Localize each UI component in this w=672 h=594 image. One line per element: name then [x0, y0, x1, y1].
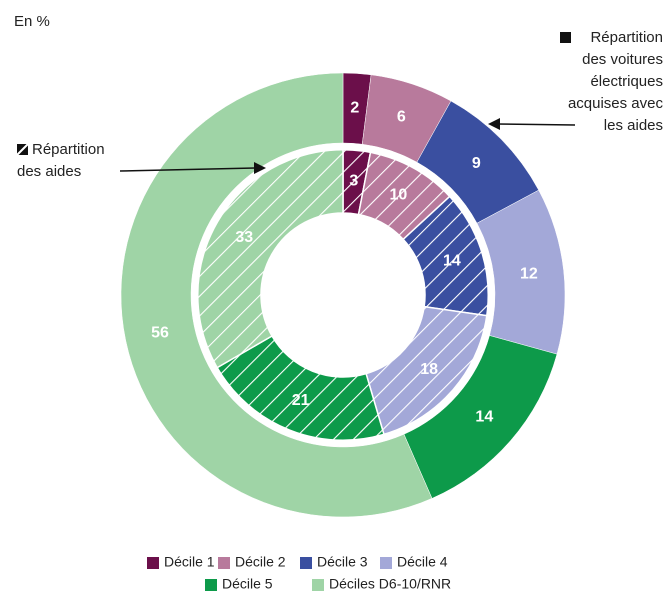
- legend-label: Décile 1: [164, 554, 215, 570]
- legend-swatch: [312, 579, 324, 591]
- annotation: des aides: [17, 163, 81, 180]
- hatch-line: [16, 143, 29, 156]
- annotations: Répartition des voitures électriques acquis…: [16, 29, 664, 180]
- annotation: des voitures: [582, 51, 663, 68]
- legend-swatch: [300, 557, 312, 569]
- arrow: [119, 167, 257, 172]
- data-label: 21: [292, 392, 310, 409]
- hatch-overlay: [197, 149, 343, 368]
- data-label: 56: [151, 325, 169, 342]
- legend-swatch: [218, 557, 230, 569]
- unit-label: En %: [14, 13, 50, 30]
- annotation: les aides: [604, 117, 663, 134]
- arrow-head: [488, 118, 500, 130]
- hatch-overlay: [403, 195, 489, 316]
- annotation: Répartition: [32, 141, 105, 158]
- legend-label: Décile 4: [397, 554, 448, 570]
- hatch-overlay: [343, 149, 371, 215]
- data-label: 9: [472, 155, 481, 172]
- arrow-head: [254, 162, 266, 174]
- annotation: électriques: [590, 73, 663, 90]
- data-label: 33: [235, 229, 253, 246]
- legend: Décile 1 Décile 2 Décile 3 Décile 4 Décile 5…: [147, 554, 451, 592]
- data-label: 14: [475, 409, 493, 426]
- data-label: 3: [349, 173, 358, 190]
- legend-swatch: [205, 579, 217, 591]
- data-label: 6: [397, 109, 406, 126]
- data-label: 2: [350, 100, 359, 117]
- data-label: 12: [520, 265, 538, 282]
- donut-segment: [120, 72, 433, 518]
- annotation: Répartition: [590, 29, 663, 46]
- data-label: 10: [390, 187, 408, 204]
- legend-swatch: [380, 557, 392, 569]
- arrow: [495, 123, 576, 126]
- legend-label: Déciles D6-10/RNR: [329, 576, 451, 592]
- hatch-overlay: [366, 306, 488, 436]
- ring-border: [193, 145, 493, 445]
- hatch-overlay: [216, 336, 385, 441]
- rings: 2 6 9 12 14 56 3 10 14 18 21 33: [120, 72, 566, 518]
- data-label: 14: [443, 252, 461, 269]
- annotation: acquises avec: [568, 95, 664, 112]
- legend-label: Décile 5: [222, 576, 273, 592]
- legend-label: Décile 2: [235, 554, 286, 570]
- legend-label: Décile 3: [317, 554, 368, 570]
- hatch-overlay: [358, 151, 451, 240]
- legend-swatch: [147, 557, 159, 569]
- data-label: 18: [420, 361, 438, 378]
- legend-swatch: [560, 32, 571, 43]
